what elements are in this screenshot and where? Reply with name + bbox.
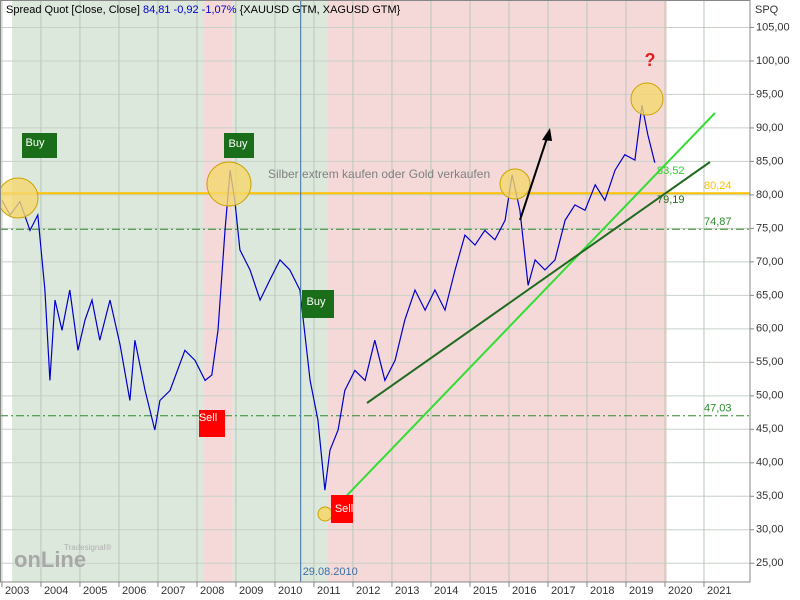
plot-border [0, 0, 751, 583]
watermark-name: onLine [14, 547, 86, 572]
x-tick-label: 2011 [317, 585, 341, 597]
event-label: 29.08.2010 [303, 566, 358, 578]
highlight-circle [499, 168, 531, 200]
highlight-circle [630, 82, 664, 116]
level-label: 47,03 [704, 403, 732, 415]
region [328, 0, 667, 582]
header-quote: 84,81 -0,92 -1,07% [143, 4, 237, 16]
y-tick-label: 65,00 [756, 289, 784, 301]
y-tick-label: 40,00 [756, 457, 784, 469]
x-tick-label: 2005 [83, 585, 107, 597]
highlight-circle [206, 161, 252, 207]
x-tick-label: 2003 [5, 585, 29, 597]
x-tick-label: 2006 [122, 585, 146, 597]
trend-line [366, 161, 711, 404]
sell-box [199, 410, 225, 437]
price-line [1, 104, 656, 491]
x-tick-label: 2008 [200, 585, 224, 597]
buy-label: Buy [307, 296, 326, 308]
x-tick-label: 2014 [434, 585, 458, 597]
x-tick-label: 2007 [161, 585, 185, 597]
y-tick-label: 25,00 [756, 557, 784, 569]
trend-label: 79,19 [657, 194, 685, 206]
y-axis-title: SPQ [755, 4, 779, 16]
y-tick-label: 70,00 [756, 256, 784, 268]
sell-label: Sell [199, 412, 217, 424]
watermark-brand: Tradesignal® [64, 543, 112, 552]
x-tick-label: 2009 [239, 585, 263, 597]
highlight-circle [317, 506, 333, 522]
x-tick-label: 2017 [551, 585, 575, 597]
x-tick-label: 2012 [356, 585, 380, 597]
buy-box [224, 133, 254, 158]
buy-box [302, 290, 334, 318]
series [1, 104, 656, 491]
x-tick-label: 2021 [707, 585, 731, 597]
arrow-shaft [519, 137, 548, 221]
y-tick-label: 85,00 [756, 155, 784, 167]
annotation: Silber extrem kaufen oder Gold verkaufen [268, 167, 490, 181]
event: 29.08.2010 [300, 0, 358, 582]
y-tick-label: 50,00 [756, 390, 784, 402]
x-tick-label: 2010 [278, 585, 302, 597]
trend-line [329, 112, 716, 514]
grid [0, 0, 750, 582]
y-tick-label: 55,00 [756, 356, 784, 368]
level-label: 74,87 [704, 216, 732, 228]
y-tick-label: 60,00 [756, 323, 784, 335]
x-tick-label: 2004 [44, 585, 68, 597]
y-tick-label: 75,00 [756, 222, 784, 234]
y-tick-label: 90,00 [756, 122, 784, 134]
y-axis-panel [750, 0, 800, 600]
x-tick-label: 2016 [512, 585, 536, 597]
trend-label: 83,52 [657, 165, 685, 177]
question-mark: ? [645, 50, 656, 70]
x-tick-label: 2019 [629, 585, 653, 597]
header: Spread Quot [Close, Close] 84,81 -0,92 -… [6, 4, 401, 16]
x-tick-label: 2015 [473, 585, 497, 597]
sell-box [331, 495, 353, 523]
y-tick-label: 105,00 [756, 21, 790, 33]
y-tick-label: 80,00 [756, 189, 784, 201]
region [12, 0, 204, 582]
y-tick-label: 30,00 [756, 524, 784, 536]
y-tick-label: 35,00 [756, 490, 784, 502]
x-axis-panel [0, 582, 800, 600]
buy-box [22, 133, 57, 158]
sell-label: Sell [335, 503, 353, 515]
header-name: Spread Quot [Close, Close] [6, 4, 140, 16]
regions [12, 0, 667, 582]
level-label: 80,24 [704, 180, 732, 192]
y-tick-label: 95,00 [756, 88, 784, 100]
buy-label: Buy [26, 137, 45, 149]
axes: 25,00 30,00 35,00 40,00 45,00 50,00 55,00 60,00… [1, 21, 790, 597]
x-tick-label: 2018 [590, 585, 614, 597]
levels: 80,24 74,87 47,03 83,52 79,19 [0, 165, 750, 417]
x-tick-label: 2020 [668, 585, 692, 597]
arrow-head [542, 128, 552, 141]
region [203, 0, 233, 582]
highlight-circle [0, 177, 39, 219]
y-tick-label: 100,00 [756, 55, 790, 67]
x-tick-label: 2013 [395, 585, 419, 597]
y-tick-label: 45,00 [756, 423, 784, 435]
buy-label: Buy [229, 138, 248, 150]
header-symbols: {XAUUSD GTM, XAGUSD GTM} [240, 4, 401, 16]
